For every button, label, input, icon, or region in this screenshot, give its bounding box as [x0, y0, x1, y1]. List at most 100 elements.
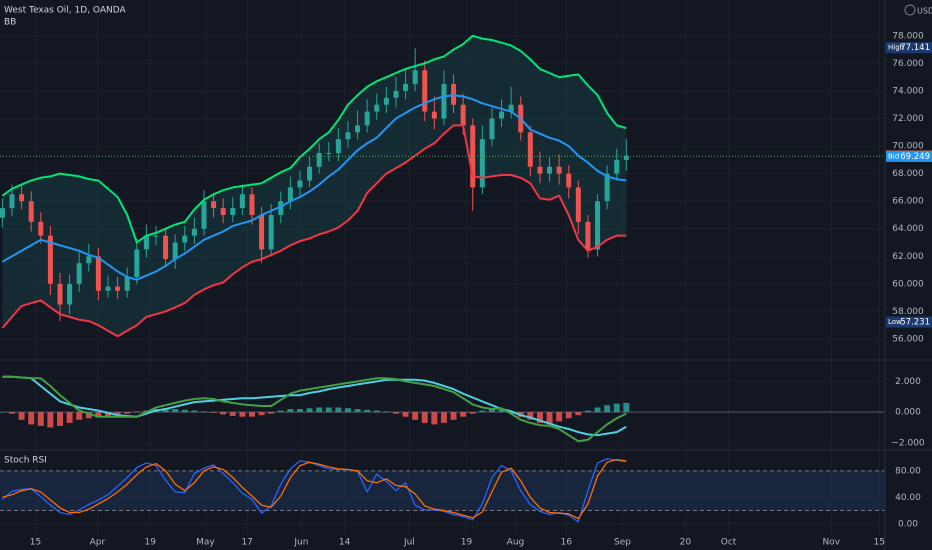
candle-body — [115, 286, 121, 291]
candle-body — [355, 125, 361, 133]
band-fill — [0, 470, 885, 511]
candle-body — [316, 152, 322, 167]
y-tick-label: 72.000 — [892, 114, 924, 124]
histogram-bar — [220, 412, 227, 415]
x-tick-label: 20 — [680, 538, 692, 548]
histogram-bar — [421, 412, 428, 423]
histogram-bar — [85, 412, 92, 419]
candle-body — [604, 173, 610, 202]
candle-body — [287, 187, 293, 202]
histogram-bar — [114, 412, 121, 416]
candle-body — [566, 173, 572, 188]
candle-body — [9, 194, 15, 209]
chart-title: West Texas Oil, 1D, OANDA — [4, 6, 126, 16]
y-tick-label: 2.000 — [895, 377, 921, 387]
histogram-bar — [287, 409, 294, 413]
candle-body — [364, 111, 370, 126]
candle-body — [393, 90, 399, 98]
histogram-bar — [124, 412, 131, 414]
histogram-bar — [460, 412, 467, 417]
histogram-bar — [229, 412, 236, 416]
candle-body — [527, 132, 533, 167]
candle-body — [19, 194, 25, 202]
histogram-bar — [306, 408, 313, 413]
candle-body — [278, 201, 284, 215]
histogram-bar — [268, 412, 275, 414]
x-tick-label: 15 — [30, 538, 41, 548]
candle-body — [239, 194, 245, 209]
x-tick-label: Aug — [507, 538, 525, 548]
candle-body — [547, 166, 553, 174]
histogram-bar — [172, 409, 179, 413]
histogram-bar — [488, 409, 495, 413]
x-tick-label: Apr — [90, 538, 106, 548]
histogram-bar — [76, 412, 83, 420]
currency-icon[interactable] — [904, 4, 916, 16]
histogram-bar — [431, 412, 438, 425]
candle-body — [412, 70, 418, 85]
histogram-bar — [95, 412, 102, 418]
badge-label: Low — [888, 318, 902, 326]
histogram-bar — [210, 412, 217, 413]
candle-body — [67, 283, 73, 305]
candle-body — [57, 283, 63, 305]
histogram-bar — [575, 412, 582, 416]
candle-body — [86, 256, 92, 264]
y-tick-label: −2.000 — [891, 438, 925, 448]
candle-body — [470, 125, 476, 188]
candle-body — [499, 111, 505, 119]
histogram-bar — [604, 405, 611, 413]
histogram-bar — [354, 409, 361, 413]
histogram-bar — [402, 412, 409, 417]
currency-label[interactable]: USD — [917, 7, 932, 16]
candle-body — [201, 201, 207, 229]
histogram-bar — [335, 407, 342, 413]
y-tick-label: 80.00 — [895, 466, 921, 476]
histogram-bar — [479, 410, 486, 413]
histogram-bar — [383, 411, 390, 413]
x-tick-label: Jul — [403, 538, 415, 548]
candle-body — [211, 201, 217, 209]
candle-body — [623, 155, 629, 160]
histogram-bar — [536, 412, 543, 423]
histogram-bar — [450, 412, 457, 420]
candle-body — [374, 104, 380, 112]
histogram-bar — [162, 408, 169, 413]
candle-body — [47, 235, 53, 284]
x-tick-label: Sep — [614, 538, 631, 548]
candle-body — [383, 97, 389, 105]
candle-body — [0, 208, 5, 218]
y-tick-label: 76.000 — [892, 59, 924, 69]
y-tick-label: 0.000 — [895, 408, 921, 418]
x-tick-label: 16 — [561, 538, 573, 548]
candle-body — [134, 249, 140, 277]
candle-body — [153, 235, 159, 237]
indicator-line — [1, 94, 627, 281]
histogram-bar — [18, 412, 25, 420]
histogram-bar — [191, 410, 198, 413]
histogram-bar — [344, 408, 351, 413]
candle-body — [143, 235, 149, 250]
price-badge — [886, 316, 932, 328]
x-tick-label: Oct — [721, 538, 737, 548]
indicator-line — [1, 458, 627, 523]
candle-body — [230, 208, 236, 215]
candle-body — [220, 208, 226, 215]
price-badge — [886, 42, 932, 54]
y-tick-label: 70.000 — [892, 142, 924, 152]
histogram-bar — [316, 407, 323, 413]
candle-body — [431, 111, 437, 119]
x-tick-label: Nov — [822, 538, 840, 548]
candle-body — [249, 194, 255, 215]
histogram-bar — [66, 412, 73, 423]
candle-body — [95, 256, 101, 291]
histogram-bar — [28, 412, 35, 425]
indicator-line — [2, 458, 627, 520]
x-tick-label: 19 — [461, 538, 473, 548]
x-tick-label: 14 — [339, 538, 351, 548]
y-tick-label: 62.000 — [892, 252, 924, 262]
x-tick-label: Jun — [293, 538, 308, 548]
histogram-bar — [56, 412, 63, 426]
histogram-bar — [527, 412, 534, 420]
